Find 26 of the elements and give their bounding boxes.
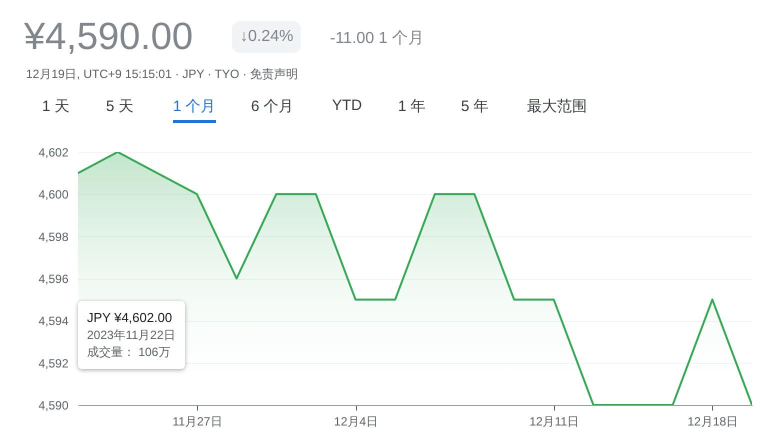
y-tick-label: 4,594 xyxy=(38,314,69,328)
y-tick-label: 4,596 xyxy=(38,272,69,286)
y-tick-label: 4,592 xyxy=(38,356,69,370)
y-tick-label: 4,590 xyxy=(38,398,69,412)
text: 1 天 xyxy=(42,97,70,116)
text: 最大范围 xyxy=(527,97,587,116)
x-tick-label: 11月27日 xyxy=(172,414,222,428)
text: ↓0.24% xyxy=(232,21,302,53)
text: YTD xyxy=(332,97,362,114)
text: -11.00 1 个月 xyxy=(330,29,424,49)
text: 1 个月 xyxy=(173,97,216,123)
text: 1 年 xyxy=(398,97,426,116)
chart-title: ¥4,590.00 xyxy=(24,16,194,59)
annotation: 2023年11月22日 xyxy=(87,327,176,344)
x-tick-label: 12月4日 xyxy=(334,414,378,428)
text: 5 天 xyxy=(106,97,134,116)
text: 5 年 xyxy=(461,97,489,116)
annotation: JPY ¥4,602.00 xyxy=(87,310,172,325)
text: 6 个月 xyxy=(251,97,294,116)
x-tick-label: 12月18日 xyxy=(688,414,738,428)
y-tick-label: 4,598 xyxy=(38,230,69,244)
y-tick-label: 4,600 xyxy=(38,188,69,202)
chart-subtitle: 12月19日, UTC+9 15:15:01 · JPY · TYO · 免责声明 xyxy=(26,66,298,83)
y-tick-label: 4,602 xyxy=(38,146,69,160)
annotation: 成交量： 106万 xyxy=(87,344,172,361)
x-tick-label: 12月11日 xyxy=(529,414,580,428)
